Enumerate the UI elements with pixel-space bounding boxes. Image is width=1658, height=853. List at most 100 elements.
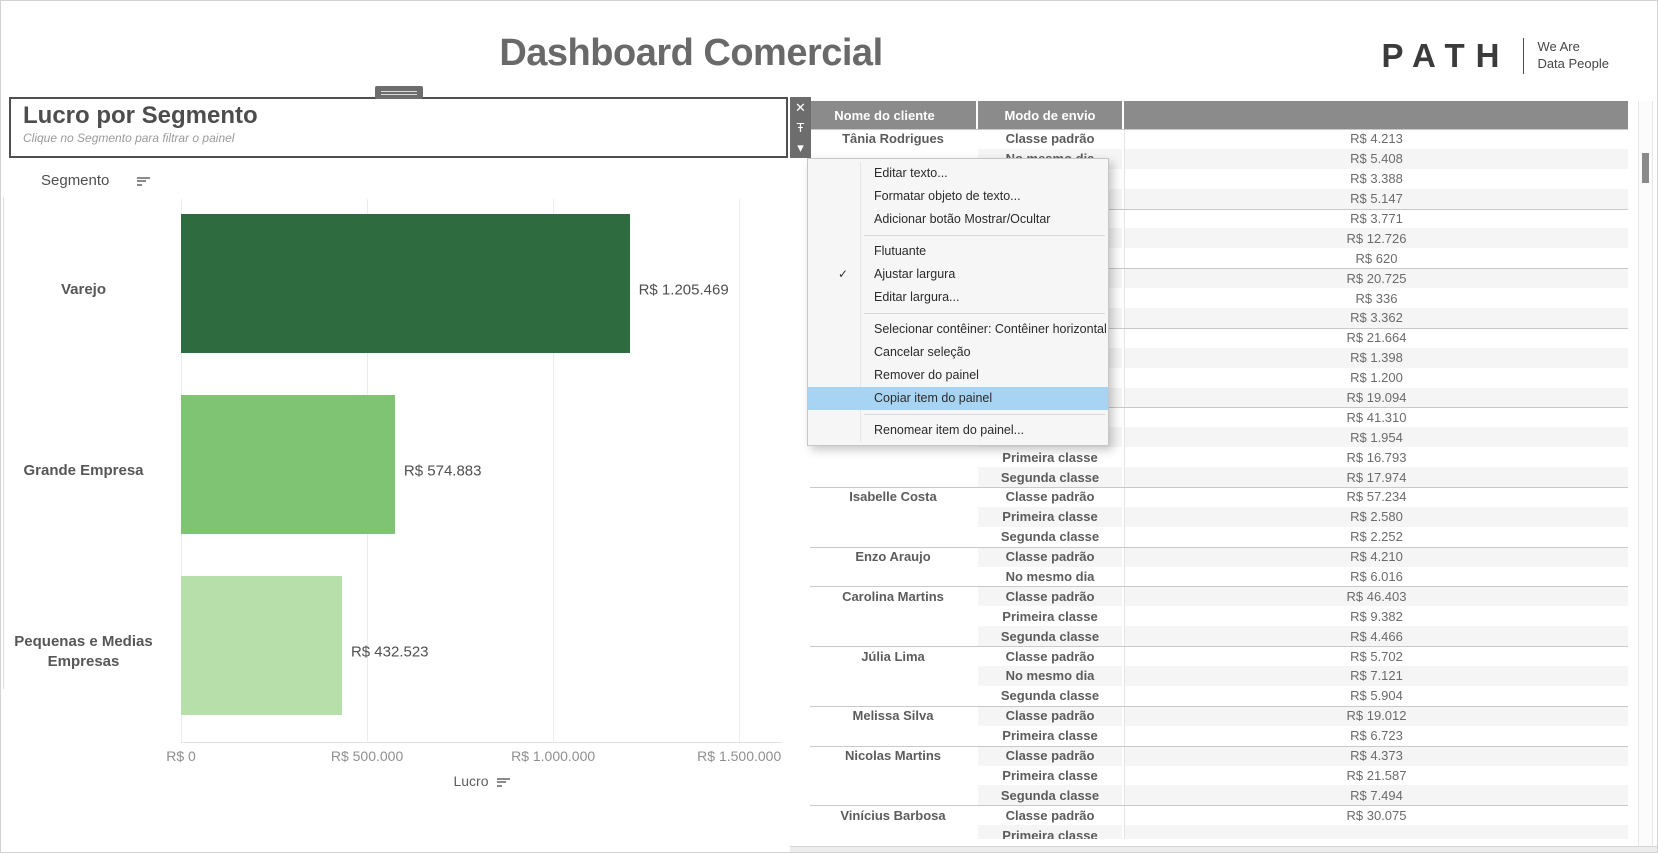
horizontal-scrollbar[interactable] bbox=[790, 846, 1657, 852]
client-name-cell bbox=[810, 507, 976, 527]
menu-item[interactable]: Remover do painel bbox=[874, 368, 979, 382]
table-row[interactable]: Júlia Lima Classe padrão R$ 5.702 bbox=[793, 646, 1628, 667]
client-name-cell bbox=[810, 825, 976, 839]
caret-down-icon[interactable]: ▾ bbox=[797, 140, 804, 155]
bar-row: Grande Empresa R$ 574.883 bbox=[1, 380, 782, 561]
table-row[interactable]: Primeira classe R$ 16.793 bbox=[793, 447, 1628, 468]
menu-item[interactable]: Editar largura... bbox=[874, 290, 960, 304]
ship-mode-cell: Primeira classe bbox=[1002, 767, 1098, 783]
x-axis-title: Lucro bbox=[453, 773, 489, 789]
profit-value-cell: R$ 20.725 bbox=[1124, 268, 1628, 289]
table-row[interactable]: R$ 620 bbox=[793, 248, 1628, 269]
text-object-lucro-por-segmento[interactable]: Lucro por Segmento Clique no Segmento pa… bbox=[9, 97, 788, 158]
profit-value-cell: R$ 46.403 bbox=[1124, 586, 1628, 607]
profit-value-cell: R$ 1.398 bbox=[1124, 347, 1628, 368]
client-name-cell: Júlia Lima bbox=[861, 648, 925, 664]
menu-separator bbox=[864, 235, 1105, 236]
client-name-cell bbox=[810, 606, 976, 626]
bar[interactable] bbox=[181, 576, 342, 715]
profit-value-cell: R$ 6.723 bbox=[1124, 725, 1628, 746]
profit-value-cell: R$ 17.974 bbox=[1124, 467, 1628, 488]
object-controls: ✕ Ŧ ▾ bbox=[790, 97, 811, 158]
menu-item[interactable]: Editar texto... bbox=[874, 166, 948, 180]
profit-value-cell: R$ 19.012 bbox=[1124, 705, 1628, 726]
column-header-value[interactable] bbox=[1124, 101, 1628, 129]
ship-mode-cell: Primeira classe bbox=[1002, 449, 1098, 465]
scrollbar-thumb[interactable] bbox=[1642, 153, 1649, 183]
bar-row: Varejo R$ 1.205.469 bbox=[1, 199, 782, 380]
table-row[interactable]: Nicolas Martins Classe padrão R$ 4.373 bbox=[793, 745, 1628, 766]
column-header-nome-do-cliente[interactable]: Nome do cliente bbox=[793, 101, 976, 129]
sort-icon[interactable] bbox=[496, 776, 510, 788]
client-name-cell bbox=[810, 567, 976, 587]
ship-mode-cell: Classe padrão bbox=[978, 705, 1122, 726]
menu-item[interactable]: Ajustar largura ✓ bbox=[808, 263, 1108, 286]
bar[interactable] bbox=[181, 214, 630, 353]
table-row[interactable]: Segunda classe R$ 7.494 bbox=[793, 785, 1628, 806]
menu-item[interactable]: Renomear item do painel... bbox=[874, 423, 1025, 437]
client-name-cell bbox=[810, 467, 976, 487]
table-row[interactable]: Segunda classe R$ 4.466 bbox=[793, 626, 1628, 647]
profit-value-cell: R$ 57.234 bbox=[1124, 487, 1628, 507]
ship-mode-cell: Classe padrão bbox=[978, 745, 1122, 766]
table-row[interactable]: Segunda classe R$ 2.252 bbox=[793, 526, 1628, 547]
bar-value-label: R$ 1.205.469 bbox=[638, 281, 729, 298]
menu-item[interactable]: Selecionar contêiner: Contêiner horizont… bbox=[874, 322, 1107, 336]
table-row[interactable]: Segunda classe R$ 17.974 bbox=[793, 467, 1628, 488]
x-axis: R$ 0 R$ 500.000 R$ 1.000.000 R$ 1.500.000 bbox=[1, 748, 901, 766]
table-row[interactable]: Primeira classe R$ 9.382 bbox=[793, 606, 1628, 627]
client-name-cell: Carolina Martins bbox=[842, 588, 944, 604]
ship-mode-cell: Segunda classe bbox=[978, 785, 1122, 806]
drag-handle[interactable] bbox=[375, 86, 423, 99]
table-row[interactable]: Carolina Martins Classe padrão R$ 46.403 bbox=[793, 586, 1628, 607]
column-header-modo-de-envio[interactable]: Modo de envio bbox=[978, 101, 1122, 129]
logo-brand: PATH bbox=[1381, 37, 1511, 74]
profit-value-cell: R$ 7.494 bbox=[1124, 785, 1628, 806]
table-row[interactable]: R$ 3.771 bbox=[793, 208, 1628, 229]
close-icon[interactable]: ✕ bbox=[795, 100, 806, 115]
table-row[interactable]: Isabelle Costa Classe padrão R$ 57.234 bbox=[793, 487, 1628, 507]
menu-item[interactable]: Copiar item do painel bbox=[808, 387, 1108, 410]
table-row[interactable]: Vinícius Barbosa Classe padrão R$ 30.075 bbox=[793, 805, 1628, 826]
category-label[interactable]: Grande Empresa bbox=[23, 461, 144, 479]
table-row[interactable]: R$ 1.200 bbox=[793, 367, 1628, 388]
table-row[interactable]: No mesmo dia R$ 6.016 bbox=[793, 566, 1628, 587]
table-row[interactable]: Melissa Silva Classe padrão R$ 19.012 bbox=[793, 705, 1628, 726]
table-row[interactable]: No mesmo dia R$ 7.121 bbox=[793, 666, 1628, 686]
table-row[interactable]: Primeira classe R$ 21.587 bbox=[793, 765, 1628, 786]
menu-item[interactable]: Adicionar botão Mostrar/Ocultar bbox=[874, 212, 1051, 226]
menu-item[interactable]: Cancelar seleção bbox=[874, 345, 971, 359]
profit-value-cell: R$ 5.408 bbox=[1124, 148, 1628, 169]
gridline bbox=[739, 199, 741, 742]
bar[interactable] bbox=[181, 395, 395, 534]
menu-item[interactable]: Flutuante bbox=[874, 244, 927, 258]
table-row[interactable]: Segunda classe R$ 5.904 bbox=[793, 685, 1628, 706]
sort-icon[interactable] bbox=[137, 175, 151, 187]
table-row[interactable]: Tânia Rodrigues Classe padrão R$ 4.213 bbox=[793, 129, 1628, 149]
profit-value-cell: R$ 5.904 bbox=[1124, 685, 1628, 706]
profit-value-cell bbox=[1124, 825, 1628, 839]
table-row[interactable]: R$ 41.310 bbox=[793, 407, 1628, 428]
category-label[interactable]: Varejo bbox=[60, 280, 107, 298]
pin-icon[interactable]: Ŧ bbox=[796, 120, 805, 135]
table-row[interactable]: Primeira classe R$ 6.723 bbox=[793, 725, 1628, 746]
ship-mode-cell: Classe padrão bbox=[978, 586, 1122, 607]
profit-value-cell: R$ 5.147 bbox=[1124, 188, 1628, 209]
table-row[interactable]: Primeira classe R$ 2.580 bbox=[793, 506, 1628, 527]
x-axis-tick-label: R$ 1.000.000 bbox=[511, 748, 596, 764]
text-object-subtitle: Clique no Segmento para filtrar o painel bbox=[23, 131, 235, 145]
vertical-scrollbar[interactable] bbox=[1638, 101, 1653, 846]
category-label[interactable]: Pequenas e Medias Empresas bbox=[14, 632, 153, 670]
context-menu: Editar texto... Formatar objeto de texto.… bbox=[807, 158, 1109, 446]
table-row[interactable]: R$ 3.388 bbox=[793, 168, 1628, 189]
menu-separator bbox=[864, 414, 1105, 415]
table-row[interactable]: R$ 336 bbox=[793, 288, 1628, 309]
path-logo: PATH We Are Data People bbox=[1381, 37, 1609, 75]
ship-mode-cell: Classe padrão bbox=[1005, 131, 1095, 147]
menu-item[interactable]: Formatar objeto de texto... bbox=[874, 189, 1021, 203]
table-row[interactable]: R$ 21.664 bbox=[793, 327, 1628, 348]
ship-mode-cell: Primeira classe bbox=[978, 825, 1122, 839]
table-row[interactable]: Enzo Araujo Classe padrão R$ 4.210 bbox=[793, 546, 1628, 567]
profit-value-cell: R$ 336 bbox=[1124, 288, 1628, 309]
table-row[interactable]: Primeira classe bbox=[793, 825, 1628, 839]
